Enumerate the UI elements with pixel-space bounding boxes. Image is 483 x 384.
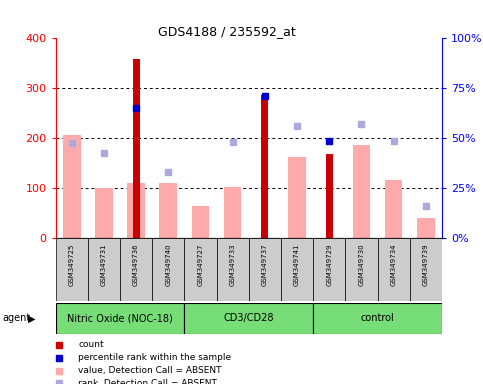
Bar (385, 180, 402, 238)
Text: percentile rank within the sample: percentile rank within the sample (78, 353, 231, 362)
Text: GSM349730: GSM349730 (358, 243, 365, 286)
Text: GSM349737: GSM349737 (262, 243, 268, 286)
Text: Nitric Oxide (NOC-18): Nitric Oxide (NOC-18) (67, 313, 173, 323)
Bar (326, 154, 333, 238)
Text: GSM349725: GSM349725 (69, 243, 75, 286)
Text: GSM349739: GSM349739 (423, 243, 429, 286)
Text: rank, Detection Call = ABSENT: rank, Detection Call = ABSENT (78, 379, 217, 384)
Text: GSM349741: GSM349741 (294, 243, 300, 286)
Text: GSM349729: GSM349729 (326, 243, 332, 286)
Bar (159, 183, 177, 238)
Text: ▶: ▶ (28, 313, 36, 323)
Bar (313, 238, 345, 301)
Bar (95, 188, 113, 238)
Text: GSM349727: GSM349727 (198, 243, 203, 286)
Bar (56, 303, 185, 334)
Bar (120, 238, 152, 301)
Text: CD3/CD28: CD3/CD28 (224, 313, 274, 323)
Bar (127, 183, 145, 238)
Bar (56, 238, 88, 301)
Text: GSM349731: GSM349731 (101, 243, 107, 286)
Text: value, Detection Call = ABSENT: value, Detection Call = ABSENT (78, 366, 222, 375)
Bar (353, 145, 370, 238)
Bar (261, 95, 269, 238)
Bar (192, 206, 209, 238)
Bar (417, 218, 435, 238)
Bar (410, 238, 442, 301)
Bar (132, 60, 140, 238)
Text: count: count (78, 340, 104, 349)
Bar (185, 303, 313, 334)
Bar (281, 238, 313, 301)
Bar (185, 238, 216, 301)
Bar (63, 135, 81, 238)
Text: agent: agent (2, 313, 30, 323)
Bar (345, 238, 378, 301)
Text: control: control (361, 313, 395, 323)
Bar (249, 238, 281, 301)
Text: GSM349736: GSM349736 (133, 243, 139, 286)
Text: GDS4188 / 235592_at: GDS4188 / 235592_at (158, 25, 296, 38)
Text: GSM349733: GSM349733 (229, 243, 236, 286)
Bar (288, 157, 306, 238)
Text: GSM349734: GSM349734 (391, 243, 397, 286)
Bar (224, 187, 242, 238)
Bar (88, 238, 120, 301)
Bar (378, 238, 410, 301)
Text: GSM349740: GSM349740 (165, 243, 171, 286)
Bar (216, 238, 249, 301)
Bar (152, 238, 185, 301)
Bar (313, 303, 442, 334)
